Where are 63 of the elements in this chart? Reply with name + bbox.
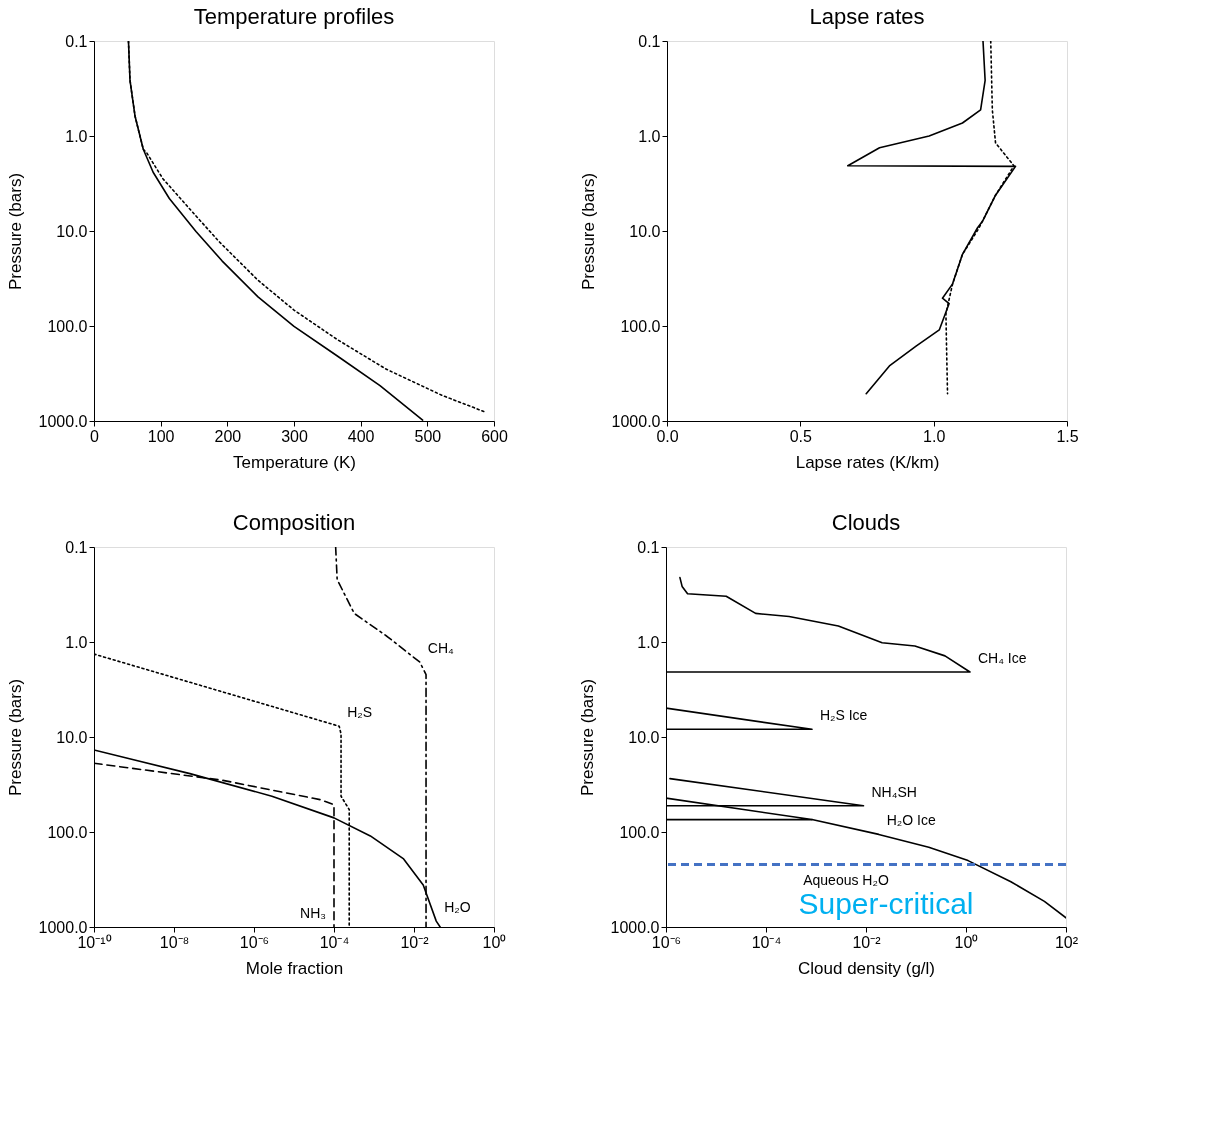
y-axis-title: Pressure (bars): [5, 678, 25, 797]
y-tick-label: 1000.0: [38, 412, 88, 430]
annotation: H₂S: [347, 704, 373, 721]
y-tick-label: 100.0: [619, 823, 660, 841]
x-axis-title: Temperature (K): [233, 452, 356, 472]
y-tick-label: 1000.0: [611, 412, 661, 430]
annotation: NH₃: [300, 905, 326, 921]
x-tick-label: 10⁻⁴: [319, 933, 350, 951]
x-tick-label: 10⁻²: [400, 933, 430, 951]
x-axis-title: Cloud density (g/l): [797, 958, 936, 978]
y-tick-label: 10.0: [629, 222, 661, 240]
x-tick-label: 10⁻⁶: [239, 933, 270, 951]
x-tick-label: 0.0: [656, 427, 679, 445]
x-tick-label: 400: [347, 427, 375, 445]
y-axis-title: Pressure (bars): [5, 172, 25, 291]
y-tick-label: 1.0: [65, 633, 88, 651]
y-tick-label: 1.0: [638, 127, 661, 145]
x-tick-label: 0: [90, 427, 100, 445]
x-tick-label: 200: [214, 427, 242, 445]
x-axis-title: Mole fraction: [245, 958, 344, 978]
y-axis-title: Pressure (bars): [578, 172, 598, 291]
x-tick-label: 600: [481, 427, 508, 445]
y-tick-label: 1.0: [65, 127, 88, 145]
annotation: Aqueous H₂O: [803, 871, 889, 888]
y-tick-label: 1.0: [637, 633, 660, 651]
x-tick-label: 10⁻⁴: [751, 933, 782, 951]
y-tick-label: 1000.0: [610, 918, 660, 936]
x-tick-label: 500: [414, 427, 442, 445]
x-tick-label: 100: [147, 427, 175, 445]
annotation: H₂O: [444, 899, 471, 916]
x-tick-label: 1.5: [1056, 427, 1079, 445]
x-tick-label: 10⁰: [482, 933, 507, 951]
x-tick-label: 10⁻¹⁰: [77, 933, 112, 951]
chart-title: Composition: [232, 510, 356, 535]
annotation: CH₄: [427, 640, 455, 657]
x-tick-label: 1.0: [923, 427, 946, 445]
y-tick-label: 100.0: [47, 317, 88, 335]
annotation: H₂S Ice: [819, 707, 868, 724]
y-tick-label: 10.0: [628, 728, 660, 746]
annotation: NH₄SH: [871, 783, 917, 800]
y-tick-label: 0.1: [65, 32, 88, 50]
annotation: CH₄ Ice: [977, 650, 1027, 667]
y-tick-label: 0.1: [65, 538, 88, 556]
x-tick-label: 300: [281, 427, 308, 445]
annotation: H₂O Ice: [886, 812, 936, 829]
chart-title: Temperature profiles: [193, 4, 395, 29]
x-tick-label: 10⁻⁸: [159, 933, 190, 951]
x-tick-label: 0.5: [789, 427, 813, 445]
y-tick-label: 1000.0: [38, 918, 88, 936]
x-tick-label: 10⁻⁶: [651, 933, 682, 951]
y-tick-label: 100.0: [620, 317, 661, 335]
y-axis-title: Pressure (bars): [577, 678, 597, 797]
y-tick-label: 0.1: [637, 538, 660, 556]
y-tick-label: 10.0: [56, 728, 88, 746]
y-tick-label: 0.1: [638, 32, 661, 50]
x-tick-label: 10⁰: [954, 933, 979, 951]
y-tick-label: 10.0: [56, 222, 88, 240]
x-tick-label: 10²: [1054, 933, 1079, 951]
chart-title: Lapse rates: [809, 4, 925, 29]
x-axis-title: Lapse rates (K/km): [795, 452, 940, 472]
x-tick-label: 10⁻²: [852, 933, 882, 951]
y-tick-label: 100.0: [47, 823, 88, 841]
chart-title: Clouds: [831, 510, 901, 535]
